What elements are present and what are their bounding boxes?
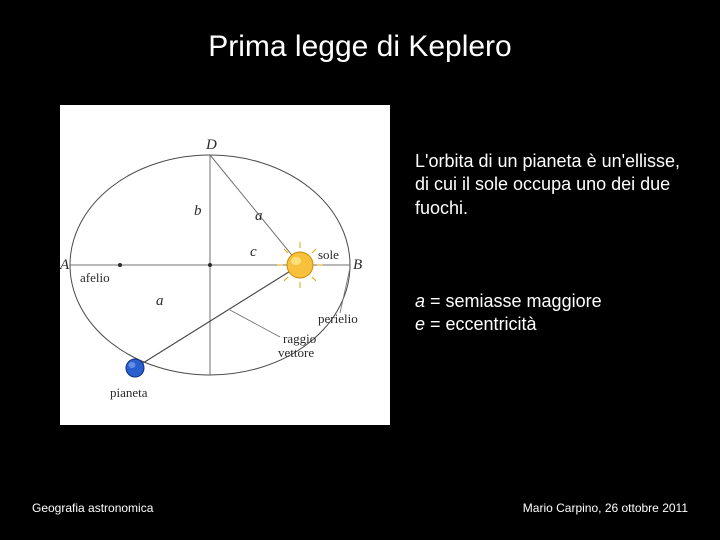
sym-e: e: [415, 314, 425, 334]
footer-left: Geografia astronomica: [32, 501, 153, 515]
equation-definitions: a = semiasse maggiore e = eccentricità: [415, 290, 685, 337]
txt-a: = semiasse maggiore: [425, 291, 602, 311]
footer-right: Mario Carpino, 26 ottobre 2011: [523, 501, 688, 515]
label-A: A: [60, 257, 70, 273]
label-D: D: [205, 137, 217, 153]
orbit-diagram: A B D afelio perielio sole pianeta raggi…: [60, 105, 390, 425]
label-afelio: afelio: [80, 270, 110, 285]
label-a: a: [255, 208, 263, 224]
label-b: b: [194, 203, 202, 219]
planet-icon: [126, 359, 144, 377]
sym-a: a: [415, 291, 425, 311]
law-statement: L'orbita di un pianeta è un'ellisse, di …: [415, 150, 685, 220]
label-pianeta: pianeta: [110, 385, 148, 400]
txt-e: = eccentricità: [425, 314, 537, 334]
slide-title: Prima legge di Keplero: [0, 30, 720, 64]
label-c: c: [250, 244, 257, 260]
label-raggio: raggio: [283, 331, 316, 346]
label-B: B: [353, 257, 362, 273]
label-vettore: vettore: [278, 345, 314, 360]
label-sole: sole: [318, 247, 339, 262]
label-perielio: perielio: [318, 311, 358, 326]
label-a2: a: [156, 293, 164, 309]
